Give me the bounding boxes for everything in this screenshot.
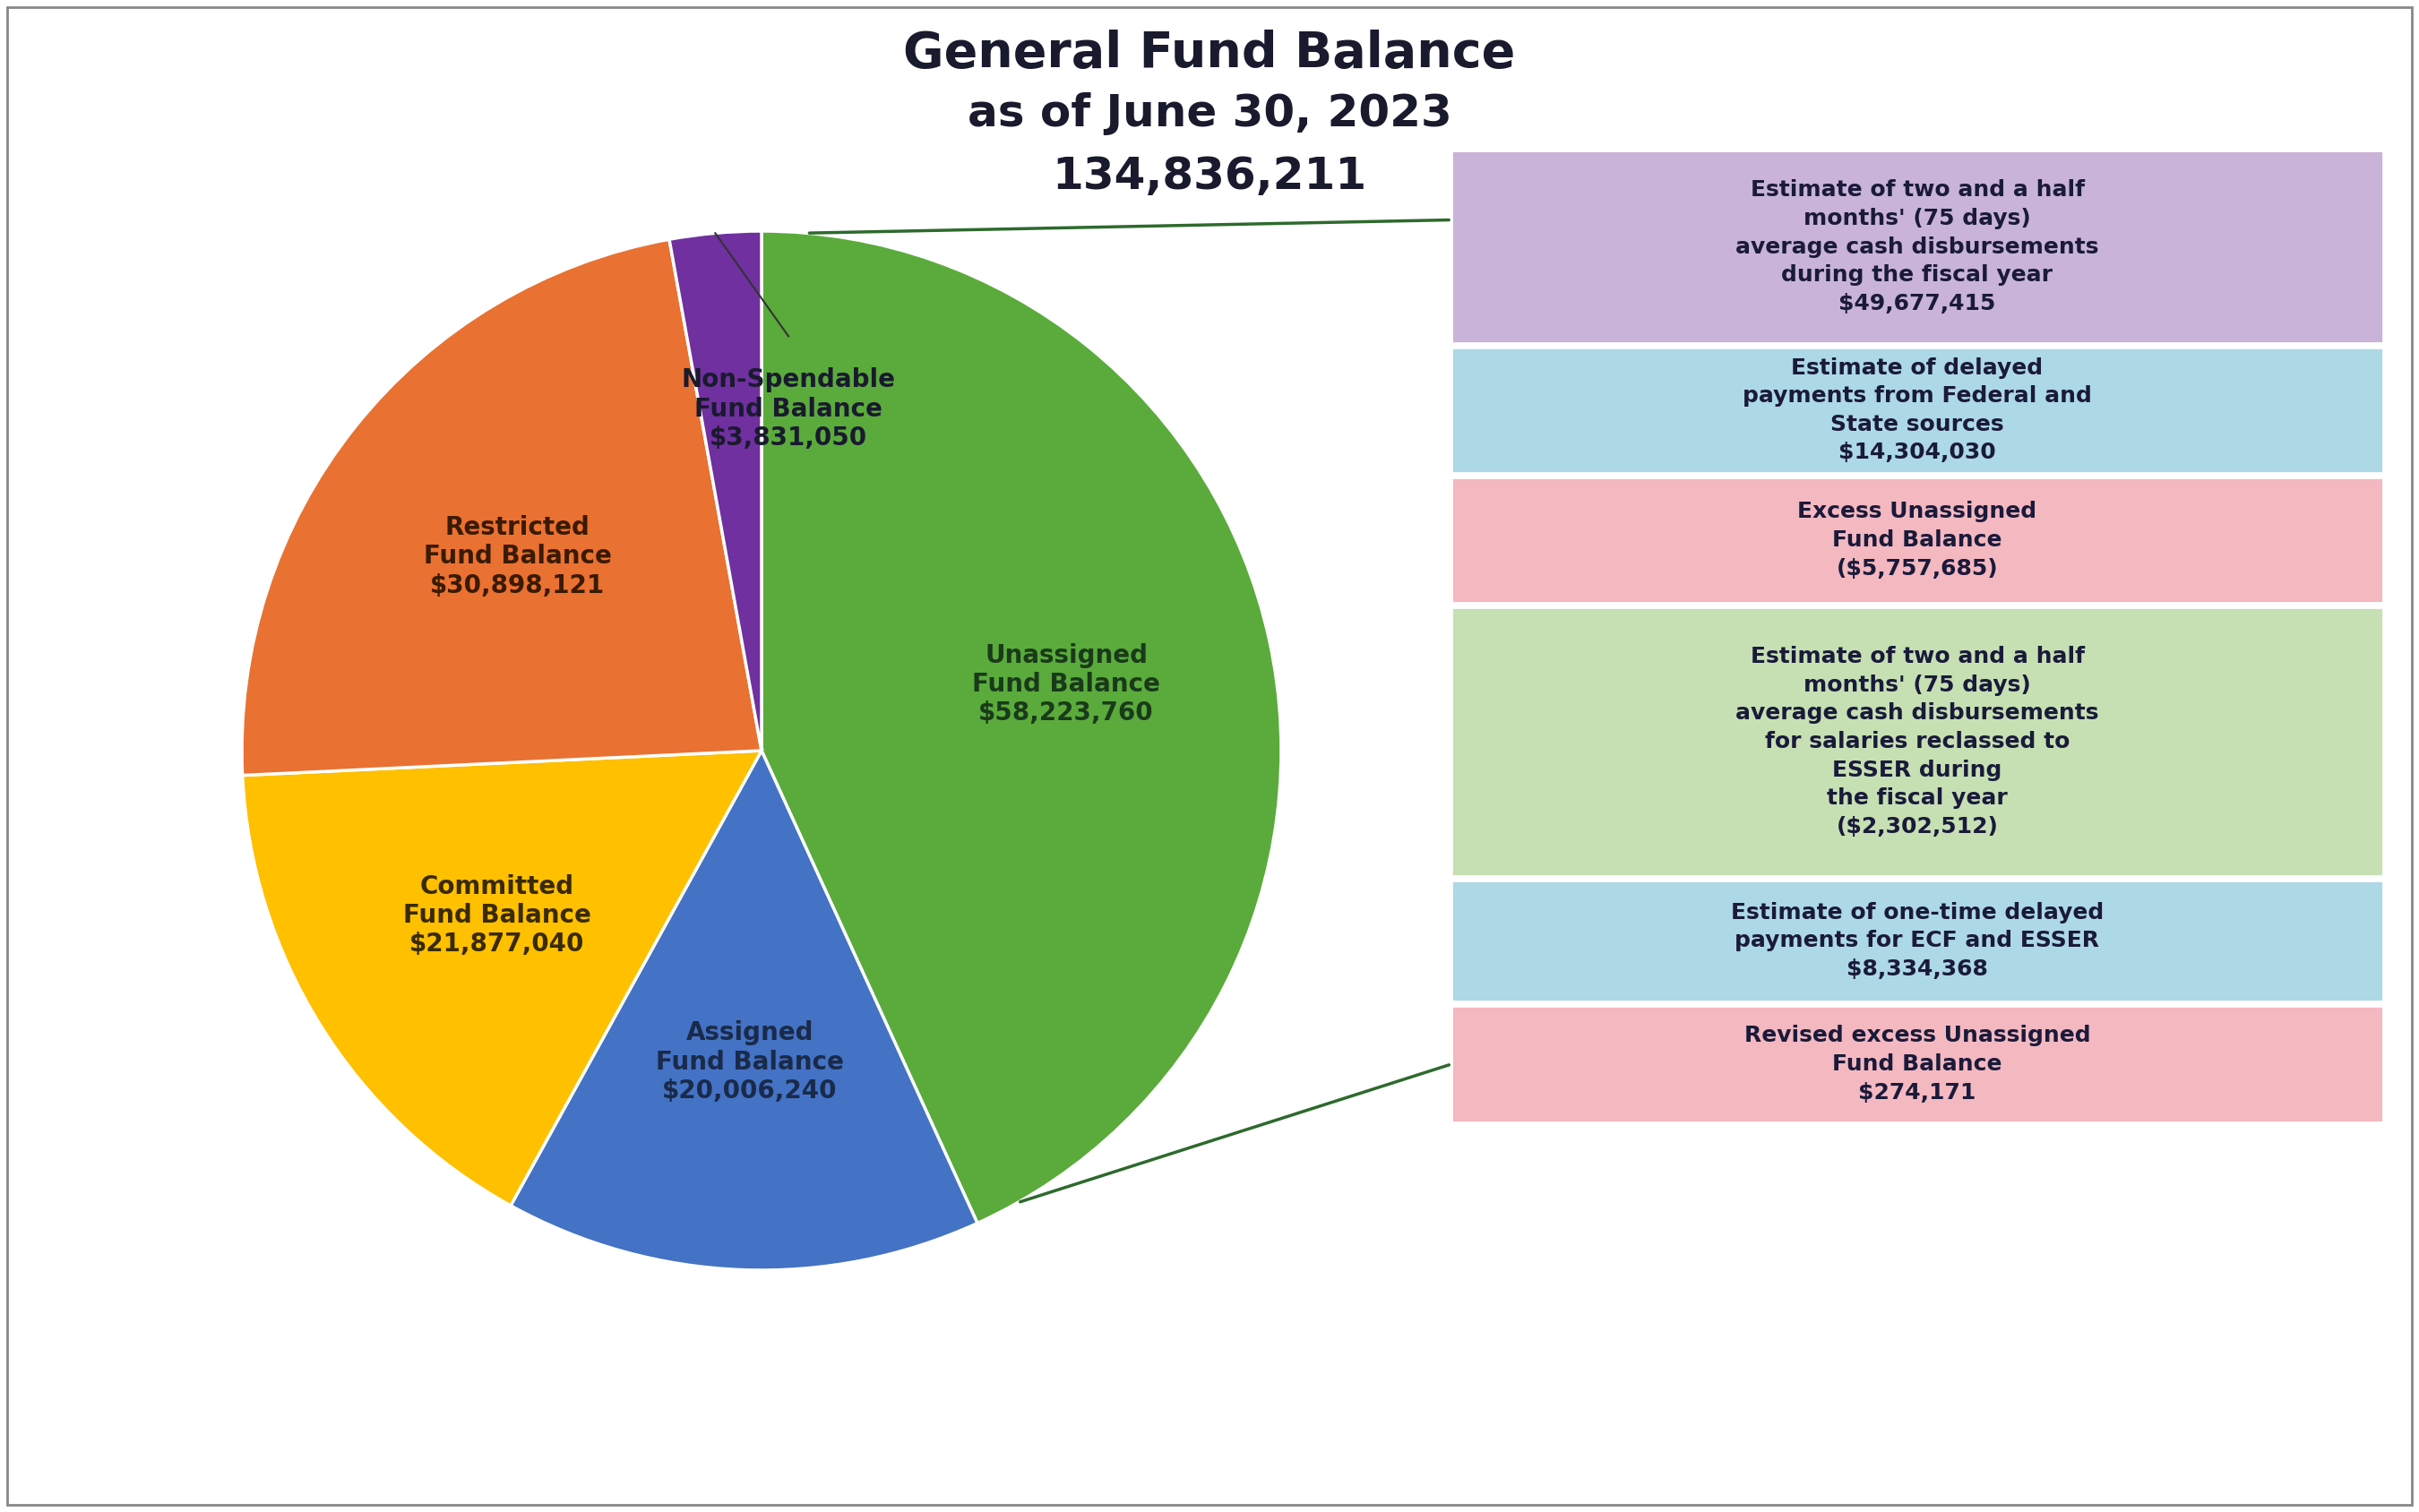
Text: Revised excess Unassigned
Fund Balance
$274,171: Revised excess Unassigned Fund Balance $… [1744,1025,2090,1104]
Text: Restricted
Fund Balance
$30,898,121: Restricted Fund Balance $30,898,121 [423,516,612,599]
FancyBboxPatch shape [1451,608,2383,875]
Text: Committed
Fund Balance
$21,877,040: Committed Fund Balance $21,877,040 [404,874,590,957]
Text: General Fund Balance: General Fund Balance [902,30,1517,79]
Text: Non-Spendable
Fund Balance
$3,831,050: Non-Spendable Fund Balance $3,831,050 [682,367,895,451]
Text: Assigned
Fund Balance
$20,006,240: Assigned Fund Balance $20,006,240 [656,1021,844,1104]
FancyBboxPatch shape [1451,151,2383,343]
Wedge shape [670,231,762,750]
Wedge shape [510,750,977,1270]
FancyBboxPatch shape [1451,1005,2383,1122]
Text: 134,836,211: 134,836,211 [1052,154,1367,198]
Text: Estimate of two and a half
months' (75 days)
average cash disbursements
during t: Estimate of two and a half months' (75 d… [1734,180,2100,314]
Wedge shape [762,231,1282,1223]
Text: Estimate of one-time delayed
payments for ECF and ESSER
$8,334,368: Estimate of one-time delayed payments fo… [1732,903,2105,980]
Wedge shape [242,239,762,776]
Text: as of June 30, 2023: as of June 30, 2023 [968,92,1451,135]
FancyBboxPatch shape [1451,478,2383,603]
Text: Unassigned
Fund Balance
$58,223,760: Unassigned Fund Balance $58,223,760 [972,643,1161,726]
Text: Estimate of two and a half
months' (75 days)
average cash disbursements
for sala: Estimate of two and a half months' (75 d… [1734,646,2100,838]
FancyBboxPatch shape [1451,348,2383,473]
Text: Excess Unassigned
Fund Balance
($5,757,685): Excess Unassigned Fund Balance ($5,757,6… [1797,500,2037,579]
Text: Estimate of delayed
payments from Federal and
State sources
$14,304,030: Estimate of delayed payments from Federa… [1742,357,2092,464]
FancyBboxPatch shape [1451,880,2383,1001]
Wedge shape [242,750,762,1205]
